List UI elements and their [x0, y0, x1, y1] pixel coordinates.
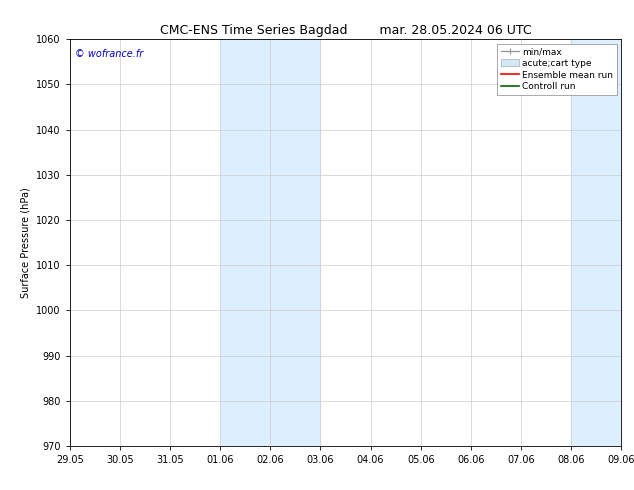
Title: CMC-ENS Time Series Bagdad        mar. 28.05.2024 06 UTC: CMC-ENS Time Series Bagdad mar. 28.05.20…	[160, 24, 531, 37]
Bar	[220, 39, 320, 446]
Legend: min/max, acute;cart type, Ensemble mean run, Controll run: min/max, acute;cart type, Ensemble mean …	[497, 44, 617, 95]
Bar	[571, 39, 621, 446]
Y-axis label: Surface Pressure (hPa): Surface Pressure (hPa)	[20, 187, 30, 298]
Text: © wofrance.fr: © wofrance.fr	[75, 49, 143, 59]
